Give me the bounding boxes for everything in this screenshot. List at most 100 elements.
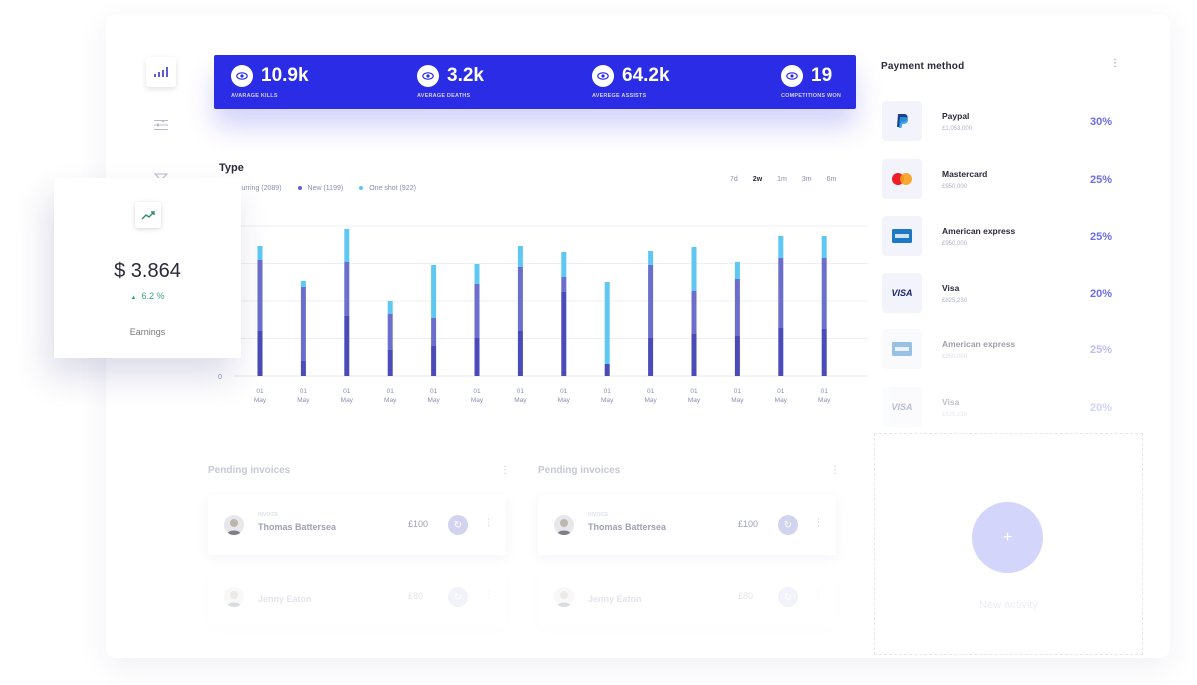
legend-new: New (1199) <box>297 185 344 192</box>
invoice-name: Jenny Eaton <box>258 594 312 604</box>
invoice-price: £80 <box>738 591 754 601</box>
stat-value: 10.9k <box>261 65 309 86</box>
invoice-card[interactable]: Jenny Eaton £80 ↻ ⋮ <box>208 567 506 627</box>
payment-amount: £950,000 <box>942 241 968 247</box>
sliders-icon[interactable] <box>146 110 176 140</box>
more-vertical-icon[interactable]: ⋮ <box>484 589 493 599</box>
invoice-name: Thomas Battersea <box>588 522 667 532</box>
range-7d[interactable]: 7d <box>730 176 738 183</box>
payment-amount: £825,230 <box>942 298 968 304</box>
invoice-card[interactable]: INVOICE Thomas Battersea £100 ↻ ⋮ <box>538 495 836 555</box>
refresh-button[interactable]: ↻ <box>448 587 468 607</box>
payment-row[interactable]: American express £950,000 25% <box>882 216 1122 256</box>
payment-name: Paypal <box>942 111 970 121</box>
stat-label: COMPETITIONS WON <box>781 93 842 99</box>
avatar <box>224 515 244 535</box>
range-2w[interactable]: 2w <box>752 176 763 183</box>
stat-assists: 64.2k AVEREGE ASSISTS <box>592 65 670 99</box>
stat-value: 3.2k <box>447 65 484 86</box>
invoice-card[interactable]: Jenny Eaton £80 ↻ ⋮ <box>538 567 836 627</box>
new-activity-label: New activity <box>979 599 1038 611</box>
legend-label: Recurring (2089) <box>229 185 282 192</box>
payment-row[interactable]: Paypal £1,053,000 30% <box>882 101 1122 141</box>
payment-name: Visa <box>942 397 960 407</box>
refresh-icon: ↻ <box>783 519 793 531</box>
payment-row[interactable]: Mastercard £950,000 25% <box>882 159 1122 199</box>
payment-amount: £825,230 <box>942 412 968 418</box>
more-vertical-icon[interactable]: ⋮ <box>484 517 493 527</box>
payment-percent: 20% <box>1090 402 1113 414</box>
payment-percent: 25% <box>1090 231 1113 243</box>
refresh-icon: ↻ <box>453 519 463 531</box>
payment-title: Payment method <box>881 61 965 72</box>
eye-icon <box>417 65 439 87</box>
payment-name: Mastercard <box>942 169 988 179</box>
payment-percent: 25% <box>1090 174 1113 186</box>
stat-label: AVARAGE KILLS <box>231 93 278 99</box>
stat-kills: 10.9k AVARAGE KILLS <box>231 65 309 99</box>
invoice-card[interactable]: INVOICE Thomas Battersea £100 ↻ ⋮ <box>208 495 506 555</box>
earnings-label: Earnings <box>129 327 166 337</box>
legend-one-shot: One shot (922) <box>359 185 416 192</box>
refresh-button[interactable]: ↻ <box>778 515 798 535</box>
invoice-price: £100 <box>738 519 759 529</box>
stat-value: 19 <box>811 65 833 86</box>
refresh-icon: ↻ <box>453 591 463 603</box>
avatar <box>554 587 574 607</box>
stats-bar: 10.9k AVARAGE KILLS 3.2k AVERAGE DEATHS … <box>214 55 856 109</box>
add-activity-button[interactable]: + <box>972 502 1043 573</box>
payment-percent: 30% <box>1090 116 1113 128</box>
payment-amount: £1,053,000 <box>942 126 973 132</box>
visa-logo-text: VISA <box>891 402 913 412</box>
chart-legend: Recurring (2089) New (1199) One shot (92… <box>219 185 416 192</box>
range-1m[interactable]: 1m <box>777 176 787 183</box>
range-6m[interactable]: 6m <box>826 176 837 183</box>
payment-row[interactable]: VISA Visa £825,230 20% <box>882 273 1122 313</box>
more-vertical-icon[interactable]: ⋮ <box>814 589 823 599</box>
eye-icon <box>592 65 614 87</box>
invoices-title: Pending invoices <box>208 465 291 476</box>
payment-amount: £950,000 <box>942 354 968 360</box>
more-vertical-icon[interactable]: ⋮ <box>1110 58 1120 69</box>
stat-deaths: 3.2k AVERAGE DEATHS <box>417 65 484 99</box>
triangle-up-icon: ▲ <box>130 295 137 301</box>
chart-title: Type <box>219 162 244 174</box>
eye-icon <box>231 65 253 87</box>
more-vertical-icon[interactable]: ⋮ <box>500 465 510 476</box>
avatar <box>554 515 574 535</box>
invoice-prefix: INVOICE <box>258 512 279 518</box>
invoice-price: £80 <box>408 591 424 601</box>
invoice-name: Thomas Battersea <box>258 522 337 532</box>
legend-label: One shot (922) <box>369 185 416 192</box>
mastercard-logo-icon <box>882 159 922 199</box>
avatar <box>224 587 244 607</box>
stat-label: AVERAGE DEATHS <box>417 93 471 99</box>
stat-competitions: 19 COMPETITIONS WON <box>781 65 841 99</box>
range-3m[interactable]: 3m <box>801 176 812 183</box>
payment-percent: 25% <box>1090 344 1113 356</box>
payment-name: Visa <box>942 283 960 293</box>
more-vertical-icon[interactable]: ⋮ <box>814 517 823 527</box>
refresh-button[interactable]: ↻ <box>448 515 468 535</box>
more-vertical-icon[interactable]: ⋮ <box>830 465 840 476</box>
new-activity-box: + New activity <box>874 433 1143 655</box>
invoice-prefix: INVOICE <box>588 512 609 518</box>
paypal-logo-icon <box>882 101 922 141</box>
refresh-button[interactable]: ↻ <box>778 587 798 607</box>
invoice-name: Jenny Eaton <box>588 594 642 604</box>
earnings-change: ▲ 6.2 % <box>54 291 241 301</box>
amex-logo-icon <box>882 329 922 369</box>
refresh-icon: ↻ <box>783 591 793 603</box>
visa-logo-text: VISA <box>891 288 913 298</box>
earnings-amount: $ 3.864 <box>114 260 181 282</box>
payment-amount: £950,000 <box>942 184 968 190</box>
visa-logo-icon: VISA <box>882 273 922 313</box>
range-selector: 7d 2w 1m 3m 6m <box>730 176 836 183</box>
chart-icon[interactable] <box>146 57 176 87</box>
payment-row[interactable]: American express £950,000 25% <box>882 329 1122 369</box>
legend-label: New (1199) <box>307 185 344 192</box>
payment-row[interactable]: VISA Visa £825,230 20% <box>882 387 1122 427</box>
visa-logo-icon: VISA <box>882 387 922 427</box>
stat-label: AVEREGE ASSISTS <box>592 93 647 99</box>
